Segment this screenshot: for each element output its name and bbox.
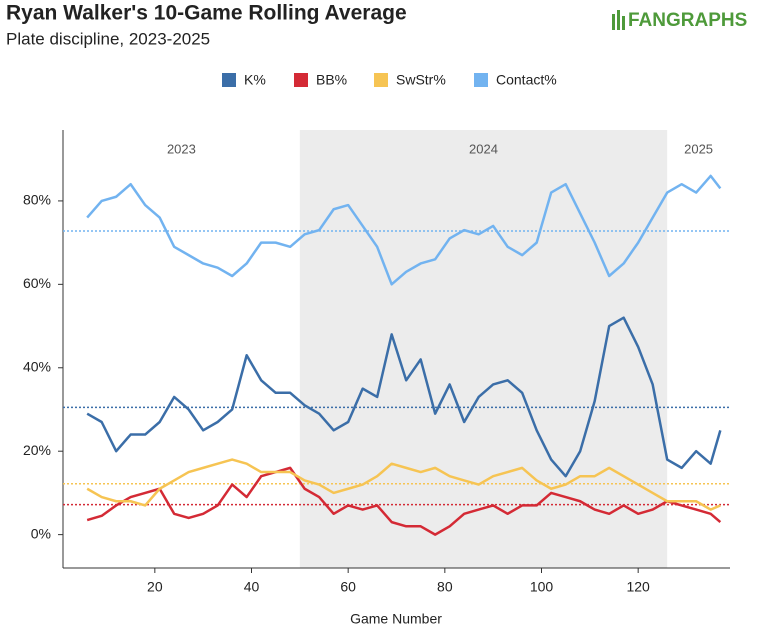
- series-line: [86, 466, 722, 536]
- series-line: [86, 316, 722, 478]
- x-tick-label: 80: [437, 579, 453, 595]
- legend-swatch: [294, 73, 308, 87]
- season-label: 2023: [167, 141, 196, 156]
- season-shade: [299, 130, 668, 568]
- x-tick-label: 20: [147, 579, 163, 595]
- legend-swatch: [474, 73, 488, 87]
- x-tick-label: 60: [340, 579, 356, 595]
- legend-label: Contact%: [496, 72, 557, 88]
- legend-label: K%: [244, 72, 266, 88]
- x-tick-label: 40: [244, 579, 260, 595]
- y-tick-label: 0%: [31, 525, 51, 541]
- y-tick-label: 40%: [23, 358, 51, 374]
- y-tick-label: 80%: [23, 192, 51, 208]
- season-label: 2024: [469, 141, 498, 156]
- logo-icon: [612, 10, 625, 30]
- x-tick-label: 120: [626, 579, 650, 595]
- legend-label: SwStr%: [396, 72, 446, 88]
- series-line: [86, 458, 721, 511]
- legend-label: BB%: [316, 72, 347, 88]
- legend-swatch: [222, 73, 236, 87]
- y-tick-label: 60%: [23, 275, 51, 291]
- season-label: 2025: [684, 141, 713, 156]
- chart-subtitle: Plate discipline, 2023-2025: [6, 29, 210, 48]
- logo: FANGRAPHS: [628, 10, 747, 31]
- x-axis-label: Game Number: [350, 611, 442, 627]
- chart-title: Ryan Walker's 10-Game Rolling Average: [6, 2, 407, 25]
- series-line: [86, 174, 722, 286]
- y-tick-label: 20%: [23, 442, 51, 458]
- x-tick-label: 100: [530, 579, 554, 595]
- legend-swatch: [374, 73, 388, 87]
